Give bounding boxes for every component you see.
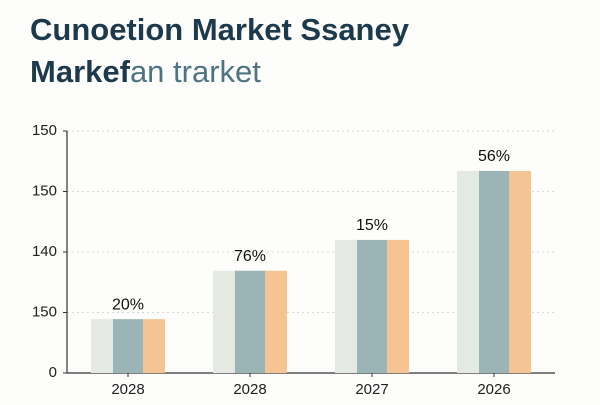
bar [387, 239, 409, 373]
y-tick-label: 150 [32, 122, 57, 139]
x-tick-label: 2028 [233, 381, 266, 398]
bar [143, 319, 165, 373]
bar [213, 270, 235, 373]
subtitle-part: an trarket [130, 54, 261, 89]
bar [113, 319, 143, 373]
bar [235, 270, 265, 373]
y-tick-label: 150 [32, 182, 57, 199]
bar [509, 170, 531, 373]
subtitle-part: Markef [30, 54, 131, 89]
bar-label: 15% [356, 217, 388, 234]
y-tick-label: 140 [32, 243, 57, 260]
y-tick-label: 0 [49, 364, 57, 381]
bar-label: 56% [478, 148, 510, 165]
bar [335, 239, 357, 373]
bar-label: 76% [234, 248, 266, 265]
y-tick-label: 150 [32, 303, 57, 320]
bar [265, 270, 287, 373]
bar [457, 170, 479, 373]
x-tick-label: 2027 [355, 381, 388, 398]
chart-subtitle: Markefan trarket [30, 54, 261, 89]
x-tick-label: 2028 [111, 381, 144, 398]
chart-title: Cunoetion Market Ssaney [30, 12, 410, 47]
bar [91, 319, 113, 373]
bar-label: 20% [112, 296, 144, 313]
x-tick-label: 2026 [477, 381, 510, 398]
bar [479, 170, 509, 373]
bar [357, 239, 387, 373]
